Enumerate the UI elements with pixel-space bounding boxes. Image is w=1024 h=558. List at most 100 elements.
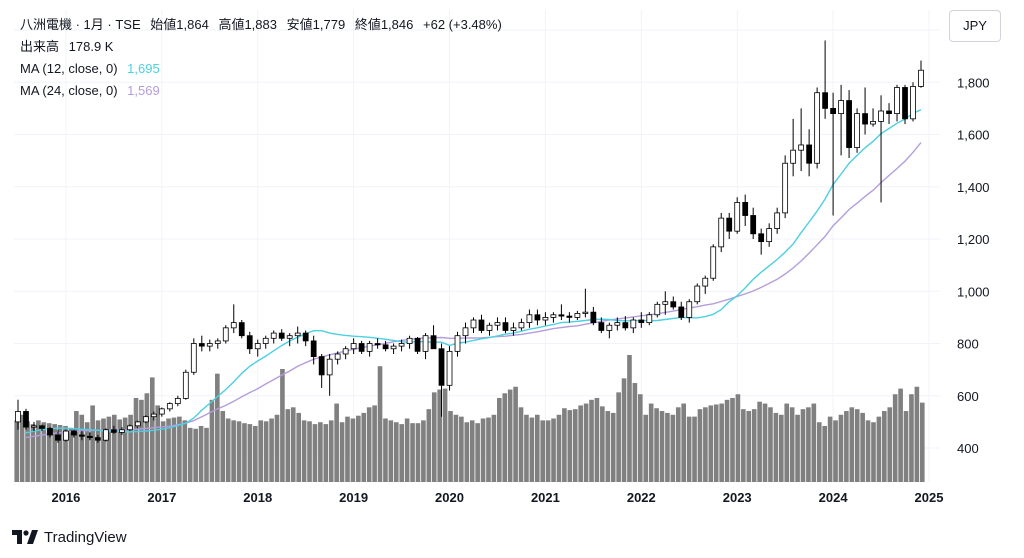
candle bbox=[15, 399, 21, 430]
candle-body bbox=[910, 86, 916, 120]
candle bbox=[103, 428, 109, 442]
volume-bar bbox=[583, 403, 589, 482]
volume-bar bbox=[426, 409, 432, 482]
volume-bar bbox=[827, 416, 833, 482]
volume-bar bbox=[480, 418, 486, 482]
volume-bar bbox=[198, 425, 204, 482]
candle-body bbox=[422, 335, 429, 352]
candle bbox=[39, 424, 45, 432]
candle-body bbox=[614, 322, 621, 326]
volume-bar bbox=[312, 424, 318, 482]
volume-bar bbox=[833, 420, 838, 482]
volume-bar bbox=[545, 420, 551, 482]
candle-body bbox=[15, 411, 21, 423]
volume-bar bbox=[686, 416, 692, 482]
volume-bar bbox=[919, 402, 925, 482]
volume-bar bbox=[231, 420, 236, 482]
candle bbox=[598, 317, 605, 334]
volume-bar bbox=[648, 403, 654, 482]
candle bbox=[694, 283, 701, 305]
candle-body bbox=[87, 435, 93, 438]
candle bbox=[254, 339, 261, 357]
candle bbox=[550, 312, 557, 323]
ma24-row[interactable]: MA (24, close, 0) 1,569 bbox=[20, 80, 508, 102]
candle-body bbox=[166, 403, 173, 410]
x-tick-label: 2022 bbox=[627, 490, 656, 505]
volume-bar bbox=[431, 392, 437, 482]
candle-body bbox=[214, 340, 221, 344]
candle-body bbox=[142, 416, 149, 423]
candle-body bbox=[534, 314, 541, 321]
x-tick-label: 2020 bbox=[435, 490, 464, 505]
volume-bar bbox=[713, 404, 719, 482]
tradingview-brand[interactable]: TradingView bbox=[12, 526, 127, 548]
candle-body bbox=[742, 202, 749, 216]
candle bbox=[518, 318, 525, 331]
candle bbox=[622, 316, 629, 331]
candle-body bbox=[230, 322, 237, 329]
candle-body bbox=[318, 356, 325, 376]
candle-body bbox=[158, 408, 165, 415]
candle-body bbox=[662, 301, 669, 305]
candle bbox=[246, 331, 253, 354]
volume-bar bbox=[399, 424, 405, 482]
volume-bar bbox=[475, 423, 480, 482]
volume-bar bbox=[171, 417, 177, 482]
volume-bar bbox=[448, 411, 453, 482]
candle-body bbox=[598, 322, 605, 331]
candle bbox=[750, 207, 757, 240]
ma24-value: 1,569 bbox=[127, 83, 160, 98]
volume-bar bbox=[909, 394, 914, 482]
candle bbox=[854, 108, 860, 153]
volume-bar bbox=[589, 399, 594, 482]
candle bbox=[87, 432, 93, 441]
candle-body bbox=[510, 327, 517, 331]
volume-bar bbox=[567, 410, 573, 482]
candle-body bbox=[270, 332, 277, 339]
moving-averages bbox=[25, 109, 922, 439]
candle-body bbox=[526, 314, 533, 324]
candle-body bbox=[103, 429, 109, 441]
volume-bar bbox=[534, 414, 540, 482]
volume-bar bbox=[692, 416, 697, 482]
candle bbox=[878, 95, 884, 203]
candle bbox=[702, 275, 709, 294]
candle bbox=[278, 329, 285, 341]
currency-button[interactable]: JPY bbox=[949, 10, 1001, 42]
close-value: 1,846 bbox=[380, 17, 414, 32]
volume-bar bbox=[659, 411, 665, 482]
volume-bar bbox=[849, 407, 855, 482]
volume-bar bbox=[719, 403, 724, 482]
volume-bar bbox=[252, 425, 258, 482]
grid bbox=[14, 10, 940, 482]
volume-bar bbox=[263, 421, 269, 482]
candle-body bbox=[95, 437, 101, 441]
candle-body bbox=[246, 335, 253, 350]
candle-body bbox=[414, 337, 421, 352]
candle bbox=[206, 339, 213, 352]
ma12-row[interactable]: MA (12, close, 0) 1,695 bbox=[20, 58, 508, 80]
x-tick-label: 2016 bbox=[51, 490, 80, 505]
volume-bar bbox=[187, 427, 193, 482]
ma12-line bbox=[25, 109, 922, 434]
candle bbox=[718, 212, 725, 253]
candle bbox=[806, 129, 813, 177]
volume-bar bbox=[334, 403, 339, 482]
candle-body bbox=[286, 335, 293, 339]
candle-body bbox=[262, 337, 269, 344]
volume-bar bbox=[95, 420, 101, 482]
candle-body bbox=[438, 348, 445, 386]
volume-bar bbox=[562, 408, 567, 482]
volume-bar bbox=[122, 417, 128, 482]
volume-bar bbox=[415, 423, 421, 482]
volume-bar bbox=[822, 425, 827, 482]
candle-body bbox=[390, 345, 397, 350]
volume-bar bbox=[301, 420, 307, 482]
candle-body bbox=[190, 343, 197, 373]
volume-bar bbox=[242, 423, 247, 482]
candle bbox=[182, 369, 189, 400]
volume-bar bbox=[502, 393, 508, 482]
candle-body bbox=[878, 110, 884, 122]
candle-body bbox=[782, 162, 789, 214]
